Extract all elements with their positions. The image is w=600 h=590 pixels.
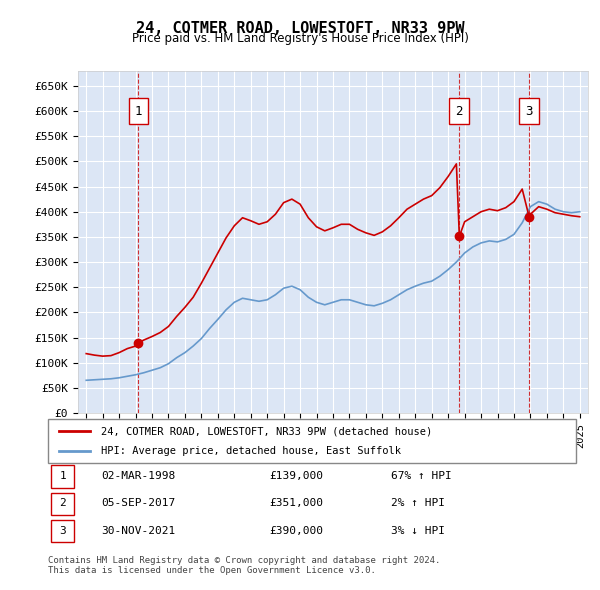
Text: 2% ↑ HPI: 2% ↑ HPI [391,499,445,508]
Text: Price paid vs. HM Land Registry's House Price Index (HPI): Price paid vs. HM Land Registry's House … [131,32,469,45]
Text: 05-SEP-2017: 05-SEP-2017 [101,499,175,508]
Text: 24, COTMER ROAD, LOWESTOFT, NR33 9PW: 24, COTMER ROAD, LOWESTOFT, NR33 9PW [136,21,464,35]
Text: 3% ↓ HPI: 3% ↓ HPI [391,526,445,536]
Text: £390,000: £390,000 [270,526,324,536]
FancyBboxPatch shape [449,99,469,124]
Text: 67% ↑ HPI: 67% ↑ HPI [391,471,452,481]
Text: 30-NOV-2021: 30-NOV-2021 [101,526,175,536]
Text: Contains HM Land Registry data © Crown copyright and database right 2024.
This d: Contains HM Land Registry data © Crown c… [48,556,440,575]
FancyBboxPatch shape [50,493,74,515]
Text: £351,000: £351,000 [270,499,324,508]
Text: 02-MAR-1998: 02-MAR-1998 [101,471,175,481]
FancyBboxPatch shape [128,99,148,124]
Text: 1: 1 [59,471,66,481]
Text: 1: 1 [134,104,142,117]
FancyBboxPatch shape [50,466,74,487]
FancyBboxPatch shape [48,419,576,463]
Text: HPI: Average price, detached house, East Suffolk: HPI: Average price, detached house, East… [101,446,401,455]
Text: 2: 2 [59,499,66,508]
FancyBboxPatch shape [519,99,539,124]
Text: 3: 3 [526,104,533,117]
Text: 24, COTMER ROAD, LOWESTOFT, NR33 9PW (detached house): 24, COTMER ROAD, LOWESTOFT, NR33 9PW (de… [101,427,432,436]
FancyBboxPatch shape [50,520,74,542]
Text: 3: 3 [59,526,66,536]
Text: 2: 2 [455,104,463,117]
Text: £139,000: £139,000 [270,471,324,481]
